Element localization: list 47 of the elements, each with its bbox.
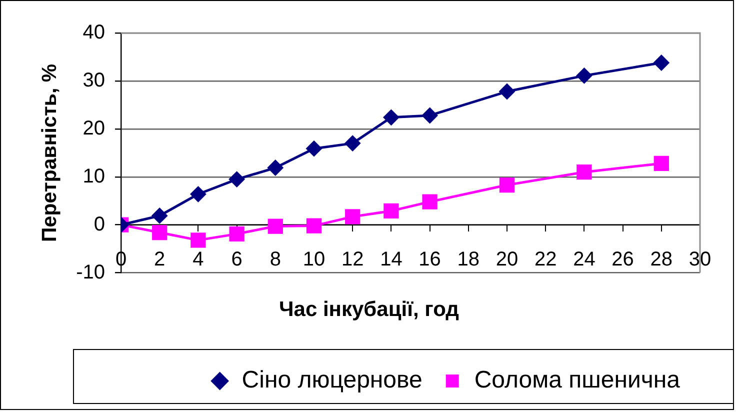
x-tick-label: 20 bbox=[496, 248, 518, 270]
y-tick-label: 0 bbox=[94, 213, 105, 236]
point bbox=[306, 140, 322, 157]
x-tick-label: 30 bbox=[688, 248, 712, 270]
legend-label: Солома пшенична bbox=[474, 366, 681, 394]
x-tick-label: 18 bbox=[457, 248, 480, 270]
point bbox=[190, 186, 206, 202]
point bbox=[576, 68, 592, 84]
point bbox=[345, 209, 360, 224]
x-tick-label: 14 bbox=[380, 248, 402, 270]
point bbox=[152, 224, 168, 240]
y-tick-label: 30 bbox=[82, 69, 105, 92]
point bbox=[344, 135, 361, 152]
x-axis-title: Час інкубації, год bbox=[279, 298, 459, 322]
x-tick-label: 16 bbox=[418, 248, 441, 270]
x-tick-label: 26 bbox=[612, 248, 634, 270]
y-axis-title: Перетравність, % bbox=[38, 64, 61, 242]
x-tick-label: 6 bbox=[231, 248, 242, 270]
y-tick-label: 10 bbox=[82, 165, 105, 188]
point bbox=[422, 107, 438, 124]
point bbox=[306, 218, 322, 234]
point bbox=[499, 84, 515, 100]
x-tick-label: 4 bbox=[192, 248, 204, 270]
x-tick-label: 12 bbox=[341, 248, 364, 270]
point bbox=[228, 171, 245, 188]
x-tick-label: 28 bbox=[650, 248, 673, 270]
x-tick-label: 8 bbox=[270, 248, 281, 270]
point bbox=[267, 160, 284, 176]
point bbox=[229, 226, 244, 242]
y-tick-label: 20 bbox=[82, 117, 105, 140]
y-tick-label: 40 bbox=[82, 22, 105, 44]
x-tick-label: 24 bbox=[573, 248, 596, 270]
point bbox=[190, 232, 206, 248]
point bbox=[653, 54, 670, 71]
point bbox=[576, 164, 592, 180]
point bbox=[499, 177, 515, 193]
legend-label: Сіно люцернове bbox=[242, 366, 422, 394]
point bbox=[152, 208, 168, 224]
point bbox=[422, 194, 438, 210]
x-tick-label: 22 bbox=[534, 248, 557, 270]
point bbox=[268, 218, 283, 234]
point bbox=[384, 203, 399, 219]
point bbox=[654, 156, 669, 172]
point bbox=[383, 109, 400, 126]
x-tick-label: 10 bbox=[302, 248, 326, 270]
y-tick-label: -10 bbox=[76, 261, 105, 284]
x-tick-label: 2 bbox=[154, 248, 166, 270]
